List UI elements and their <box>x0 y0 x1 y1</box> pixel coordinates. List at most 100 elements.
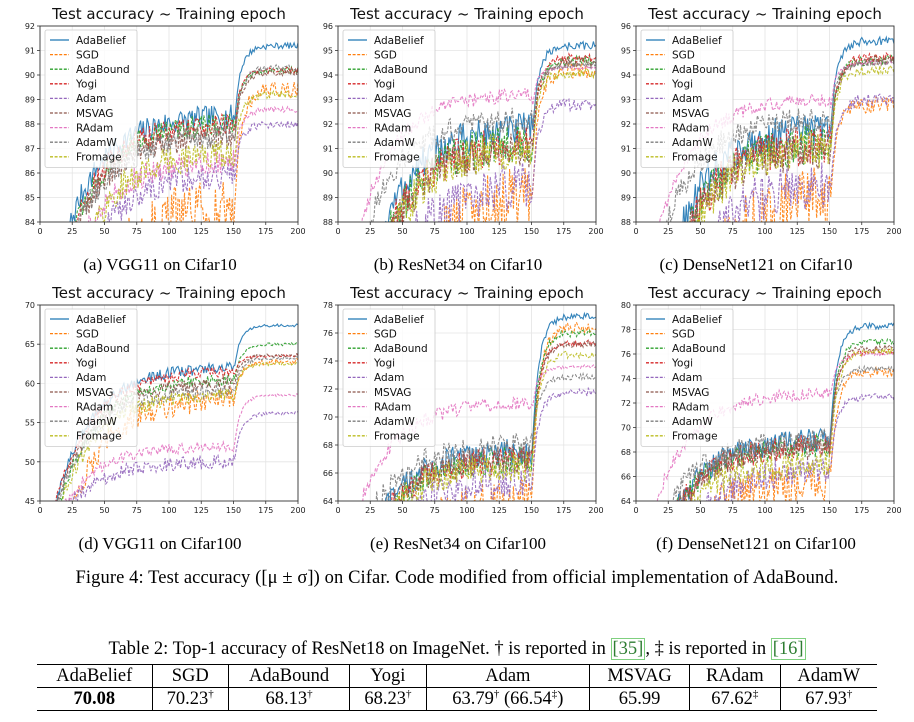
mark-sgd: † <box>208 687 214 700</box>
y-tick-label: 55 <box>25 419 35 428</box>
chart-series-group <box>359 311 596 501</box>
legend-label-yogi: Yogi <box>75 358 97 370</box>
citation-link-35[interactable]: [35] <box>610 638 646 660</box>
legend-box <box>640 308 734 447</box>
series-line-adam <box>717 93 894 222</box>
y-tick-label: 60 <box>25 379 35 388</box>
series-line-sgd <box>73 357 298 501</box>
x-tick-label: 75 <box>728 227 738 236</box>
y-tick-label: 90 <box>25 71 35 80</box>
legend-label-sgd: SGD <box>672 328 695 340</box>
legend-box <box>342 308 436 447</box>
series-line-adamw <box>78 63 298 222</box>
x-tick-label: 0 <box>633 506 638 515</box>
x-tick-label: 100 <box>161 506 176 515</box>
cell-adam: 63.79† (66.54‡) <box>425 687 590 711</box>
y-tick-label: 94 <box>323 71 333 80</box>
legend-label-adabelief: AdaBelief <box>76 314 126 326</box>
x-tick-label: 150 <box>822 227 837 236</box>
series-line-adabound <box>75 65 298 222</box>
value-msvag: 65.99 <box>618 688 661 709</box>
y-tick-label: 72 <box>621 399 631 408</box>
series-line-yogi <box>391 339 596 501</box>
legend-label-adabound: AdaBound <box>672 64 726 76</box>
legend-box <box>342 29 436 168</box>
series-line-radam <box>361 65 596 222</box>
legend-label-radam: RAdam <box>374 401 411 413</box>
value-adam: 63.79 <box>452 688 494 709</box>
series-line-adam <box>706 393 894 501</box>
legend-label-adamw: AdamW <box>76 416 117 428</box>
value-sgd: 70.23 <box>166 688 209 709</box>
x-tick-label: 175 <box>556 506 571 515</box>
header-adamw: AdamW <box>779 664 877 688</box>
y-tick-label: 68 <box>621 448 631 457</box>
x-tick-label: 0 <box>37 506 42 515</box>
legend-label-adam: Adam <box>374 93 404 105</box>
series-line-radam <box>63 393 298 501</box>
header-adabelief: AdaBelief <box>37 664 153 688</box>
subcaption-b: (b) ResNet34 on Cifar10 <box>373 255 543 274</box>
legend: AdaBelief SGD AdaBound Yogi Adam MSVAG RAdam Ad… <box>342 308 436 447</box>
legend-label-adabound: AdaBound <box>672 343 726 355</box>
x-tick-label: 0 <box>633 227 638 236</box>
x-tick-label: 150 <box>524 506 539 515</box>
y-tick-label: 70 <box>621 424 631 433</box>
header-msvag: MSVAG <box>589 664 690 688</box>
series-line-fromage <box>685 346 894 501</box>
x-tick-label: 150 <box>524 227 539 236</box>
x-tick-label: 75 <box>132 506 142 515</box>
series-line-adamw <box>375 371 596 501</box>
legend-label-yogi: Yogi <box>671 358 693 370</box>
legend-label-fromage: Fromage <box>76 152 122 164</box>
y-tick-label: 76 <box>323 329 333 338</box>
y-tick-label: 91 <box>621 145 631 154</box>
x-tick-label: 200 <box>886 506 901 515</box>
legend-label-adabound: AdaBound <box>374 64 428 76</box>
x-tick-label: 200 <box>886 227 901 236</box>
header-sgd: SGD <box>151 664 229 688</box>
legend: AdaBelief SGD AdaBound Yogi Adam MSVAG RAdam Ad… <box>44 308 138 447</box>
series-line-fromage <box>392 67 596 222</box>
chart-e: Test accuracy ~ Training epoch 0 25 50 75 100… <box>323 284 604 515</box>
x-tick-label: 25 <box>67 506 77 515</box>
x-tick-label: 100 <box>161 227 176 236</box>
citation-link-16[interactable]: [16] <box>770 638 806 660</box>
x-tick-label: 175 <box>556 227 571 236</box>
chart-c: Test accuracy ~ Training epoch 0 25 50 75 100… <box>621 5 902 236</box>
subcaption-d: (d) VGG11 on Cifar100 <box>78 534 242 553</box>
legend-label-adam: Adam <box>76 93 106 105</box>
y-tick-label: 66 <box>621 473 631 482</box>
mark-yogi: † <box>405 687 412 700</box>
value-adabound: 68.13 <box>265 688 308 709</box>
legend-label-adabelief: AdaBelief <box>374 314 424 326</box>
x-tick-label: 200 <box>290 506 305 515</box>
legend-label-msvag: MSVAG <box>76 387 113 399</box>
chart-panel-b: Test accuracy ~ Training epoch 0 25 50 75 100… <box>308 4 608 260</box>
cell-adabound: 68.13† <box>227 687 350 711</box>
series-line-adabelief <box>682 35 894 222</box>
series-line-sgd <box>724 95 894 222</box>
legend-label-adamw: AdamW <box>374 137 415 149</box>
header-adam: Adam <box>425 664 590 688</box>
series-line-sgd <box>440 321 596 501</box>
x-tick-label: 0 <box>335 227 340 236</box>
mark-adam: † <box>493 687 500 700</box>
y-tick-label: 96 <box>621 22 631 31</box>
cell-radam: 67.62‡ <box>689 687 781 711</box>
legend-label-radam: RAdam <box>76 401 113 413</box>
x-tick-label: 100 <box>757 227 772 236</box>
x-tick-label: 50 <box>99 227 109 236</box>
y-tick-label: 90 <box>621 169 631 178</box>
legend-label-fromage: Fromage <box>374 152 420 164</box>
chart-title: Test accuracy ~ Training epoch <box>647 5 882 23</box>
mark-adabound: † <box>307 687 313 700</box>
chart-title: Test accuracy ~ Training epoch <box>349 5 584 23</box>
value-yogi: 68.23 <box>364 688 406 709</box>
legend-label-sgd: SGD <box>374 49 397 61</box>
x-tick-label: 75 <box>132 227 142 236</box>
y-tick-label: 91 <box>323 145 333 154</box>
x-tick-label: 75 <box>430 506 440 515</box>
legend-label-yogi: Yogi <box>75 79 97 91</box>
legend-label-sgd: SGD <box>374 328 397 340</box>
